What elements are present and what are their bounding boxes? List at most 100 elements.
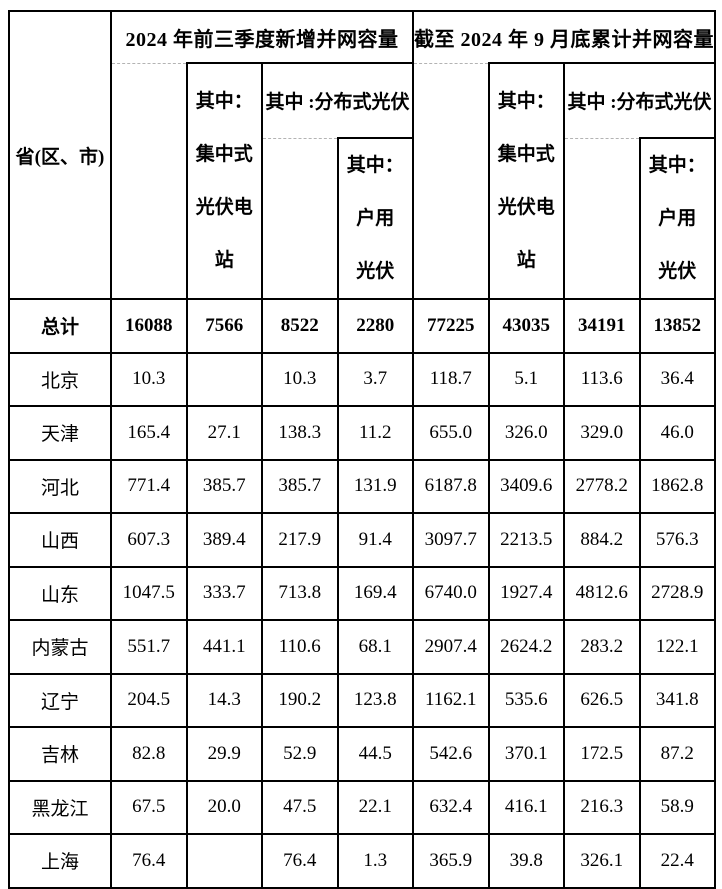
data-cell: 1.3 (336, 833, 414, 889)
data-cell: 441.1 (185, 619, 263, 675)
data-cell: 118.7 (412, 351, 490, 407)
data-cell: 7566 (185, 298, 263, 354)
data-cell: 39.8 (487, 833, 565, 889)
data-cell: 326.0 (487, 405, 565, 461)
data-cell: 2624.2 (487, 619, 565, 675)
row-label: 北京 (8, 351, 112, 407)
row-label: 山东 (8, 565, 112, 621)
new-total-ghost-cell (110, 62, 188, 300)
data-cell: 2280 (336, 298, 414, 354)
data-cell: 329.0 (563, 405, 641, 461)
data-cell: 713.8 (261, 565, 339, 621)
data-cell: 771.4 (110, 458, 188, 514)
table-row: 山东 1047.5 333.7 713.8 169.4 6740.0 1927.4 4812.… (8, 565, 716, 621)
new-distributed-ghost-cell (261, 137, 339, 300)
data-cell: 27.1 (185, 405, 263, 461)
data-cell: 2907.4 (412, 619, 490, 675)
data-cell: 8522 (261, 298, 339, 354)
data-cell: 607.3 (110, 512, 188, 568)
data-cell: 76.4 (261, 833, 339, 889)
data-cell: 542.6 (412, 726, 490, 782)
data-cell: 1162.1 (412, 672, 490, 728)
table-row: 吉林 82.8 29.9 52.9 44.5 542.6 370.1 172.5 87.2 (8, 726, 716, 782)
data-cell: 11.2 (336, 405, 414, 461)
table-row: 黑龙江 67.5 20.0 47.5 22.1 632.4 416.1 216.3 58.9 (8, 779, 716, 835)
data-cell: 204.5 (110, 672, 188, 728)
row-label: 总计 (8, 298, 112, 354)
data-cell: 389.4 (185, 512, 263, 568)
data-cell: 1862.8 (638, 458, 716, 514)
data-cell: 122.1 (638, 619, 716, 675)
data-cell: 20.0 (185, 779, 263, 835)
data-cell: 535.6 (487, 672, 565, 728)
header-row-sub2: 其中： 户用 光伏 其中： 户用 光伏 (9, 137, 716, 300)
row-label: 上海 (8, 833, 112, 889)
data-cell: 52.9 (261, 726, 339, 782)
data-cell: 4812.6 (563, 565, 641, 621)
row-label: 天津 (8, 405, 112, 461)
data-cell: 1047.5 (110, 565, 188, 621)
data-cell: 385.7 (261, 458, 339, 514)
data-cell: 3.7 (336, 351, 414, 407)
data-cell: 14.3 (185, 672, 263, 728)
data-cell: 87.2 (638, 726, 716, 782)
data-cell: 2728.9 (638, 565, 716, 621)
data-cell: 22.1 (336, 779, 414, 835)
data-cell: 131.9 (336, 458, 414, 514)
data-cell: 370.1 (487, 726, 565, 782)
data-cell: 22.4 (638, 833, 716, 889)
table-row: 内蒙古 551.7 441.1 110.6 68.1 2907.4 2624.2 283.2 1… (8, 619, 716, 675)
data-cell: 385.7 (185, 458, 263, 514)
cumulative-centralized-subheader-cell: 其中： 集中式 光伏电 站 (487, 62, 565, 300)
data-cell: 113.6 (563, 351, 641, 407)
table-body: 总计 16088 7566 8522 2280 77225 43035 34191 13852 北… (8, 298, 716, 889)
data-cell: 3097.7 (412, 512, 490, 568)
table-row: 上海 76.4 76.4 1.3 365.9 39.8 326.1 22.4 (8, 833, 716, 889)
data-cell: 551.7 (110, 619, 188, 675)
data-cell: 82.8 (110, 726, 188, 782)
group1-header-cell: 2024 年前三季度新增并网容量 (110, 10, 414, 63)
data-cell: 2778.2 (563, 458, 641, 514)
data-cell: 576.3 (638, 512, 716, 568)
data-cell: 217.9 (261, 512, 339, 568)
data-cell: 58.9 (638, 779, 716, 835)
data-cell: 365.9 (412, 833, 490, 889)
data-cell: 10.3 (261, 351, 339, 407)
data-cell: 36.4 (638, 351, 716, 407)
data-cell (185, 833, 263, 889)
data-cell: 67.5 (110, 779, 188, 835)
data-cell: 3409.6 (487, 458, 565, 514)
data-cell: 110.6 (261, 619, 339, 675)
data-cell: 655.0 (412, 405, 490, 461)
data-cell: 47.5 (261, 779, 339, 835)
data-cell: 632.4 (412, 779, 490, 835)
data-cell: 6187.8 (412, 458, 490, 514)
table-header: 省(区、市) 2024 年前三季度新增并网容量 截至 2024 年 9 月底累计… (8, 10, 716, 300)
data-cell: 6740.0 (412, 565, 490, 621)
table-row: 河北 771.4 385.7 385.7 131.9 6187.8 3409.6 2778.2… (8, 458, 716, 514)
data-cell: 68.1 (336, 619, 414, 675)
data-cell: 13852 (638, 298, 716, 354)
table-row: 总计 16088 7566 8522 2280 77225 43035 34191 13852 (8, 298, 716, 354)
data-cell: 77225 (412, 298, 490, 354)
data-cell (185, 351, 263, 407)
data-cell: 123.8 (336, 672, 414, 728)
data-cell: 138.3 (261, 405, 339, 461)
data-cell: 2213.5 (487, 512, 565, 568)
data-cell: 29.9 (185, 726, 263, 782)
data-cell: 626.5 (563, 672, 641, 728)
row-label: 辽宁 (8, 672, 112, 728)
data-cell: 91.4 (336, 512, 414, 568)
data-cell: 283.2 (563, 619, 641, 675)
data-cell: 341.8 (638, 672, 716, 728)
row-label: 黑龙江 (8, 779, 112, 835)
data-cell: 326.1 (563, 833, 641, 889)
data-cell: 216.3 (563, 779, 641, 835)
cumulative-distributed-ghost-cell (563, 137, 641, 300)
new-household-subheader-cell: 其中： 户用 光伏 (336, 137, 414, 300)
data-cell: 190.2 (261, 672, 339, 728)
table-row: 山西 607.3 389.4 217.9 91.4 3097.7 2213.5 884.2 57… (8, 512, 716, 568)
row-label: 吉林 (8, 726, 112, 782)
row-label: 内蒙古 (8, 619, 112, 675)
